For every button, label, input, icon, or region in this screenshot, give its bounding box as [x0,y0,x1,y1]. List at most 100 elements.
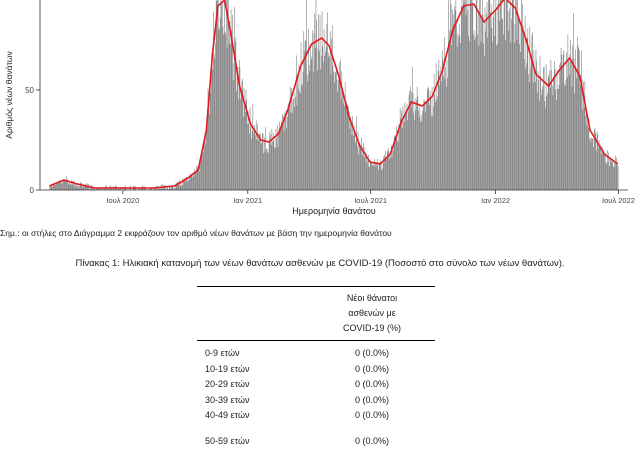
daily-bar [204,143,205,190]
deaths-value-cell: 0 (0.0%) [309,424,435,449]
daily-bar [576,71,577,190]
daily-bar [418,96,419,190]
daily-bar [268,153,269,190]
daily-bar [564,50,565,190]
daily-bar [253,104,254,190]
daily-bar [447,78,448,190]
daily-bar [215,43,216,190]
daily-bar [350,128,351,190]
daily-bar [570,40,571,190]
age-group-cell: 30-39 ετών [197,393,309,409]
daily-bar [538,80,539,190]
daily-bar [240,99,241,190]
daily-bar [532,32,533,190]
daily-bar [354,127,355,190]
daily-bar [604,155,605,190]
daily-bar [528,28,529,190]
daily-bar [278,147,279,190]
daily-bar [440,75,441,190]
daily-bar [276,129,277,190]
daily-bar [56,185,57,190]
daily-bar [530,68,531,190]
daily-bar [349,112,350,190]
daily-bar [238,67,239,190]
daily-bar [76,185,77,190]
daily-bar [367,163,368,190]
age-group-cell: 50-59 ετών [197,424,309,449]
daily-bar [352,135,353,190]
daily-bar [245,112,246,190]
daily-bar [195,171,196,190]
daily-bar [284,131,285,190]
daily-bar [334,83,335,190]
daily-bar [237,72,238,190]
daily-bar [211,73,212,190]
daily-bar [270,134,271,190]
daily-bar [593,147,594,190]
daily-bar [272,142,273,190]
daily-bar [248,124,249,190]
daily-bar [449,41,450,190]
daily-bar [257,140,258,190]
daily-bar [234,7,235,190]
daily-bar [364,157,365,190]
daily-bar [411,92,412,190]
daily-bar [614,167,615,190]
daily-bar [275,148,276,190]
daily-bar [80,183,81,190]
daily-bar [403,121,404,190]
daily-bar [252,131,253,190]
daily-bar [289,103,290,190]
daily-bar [297,77,298,190]
daily-bar [450,0,451,190]
daily-bar [284,113,285,190]
daily-bar [437,96,438,190]
daily-bar [471,0,472,190]
daily-bar [434,95,435,190]
daily-bar [347,105,348,190]
daily-bar [195,174,196,190]
daily-bar [606,164,607,190]
daily-bar [395,135,396,190]
deaths-header-line1: Νέοι θάνατοι [347,293,397,303]
daily-bar [64,180,65,190]
daily-bar [568,61,569,190]
daily-bar [603,154,604,190]
daily-bar [570,55,571,190]
daily-bar [494,0,495,190]
daily-bar [61,183,62,190]
daily-bar [617,162,618,190]
daily-bar [227,48,228,190]
daily-bar [227,0,228,190]
daily-bar [210,93,211,190]
daily-bar [366,154,367,190]
daily-bar [360,146,361,190]
daily-bar [566,52,567,190]
daily-bar [342,87,343,190]
daily-bar [305,40,306,190]
daily-bar [515,24,516,190]
daily-bar [497,44,498,190]
daily-bar [83,187,84,190]
daily-bar [356,116,357,190]
daily-bar [246,89,247,190]
daily-bar [361,137,362,190]
chart-note: Σημ.: οι στήλες στο Διάγραμμα 2 εκφράζου… [0,228,640,238]
daily-bar [220,18,221,190]
daily-bar [329,55,330,190]
daily-bar [460,35,461,190]
daily-bar [456,24,457,190]
daily-bar [392,158,393,190]
daily-bar [601,154,602,190]
daily-bar [483,43,484,190]
daily-bar [307,75,308,190]
daily-bar [511,43,512,190]
daily-bar [562,65,563,190]
daily-bar [180,186,181,190]
daily-bar [467,10,468,190]
daily-bar [431,116,432,191]
x-axis-label: Ημερομηνία θανάτου [292,206,376,216]
daily-bar [405,113,406,190]
daily-bar [525,69,526,190]
daily-bar [502,18,503,190]
